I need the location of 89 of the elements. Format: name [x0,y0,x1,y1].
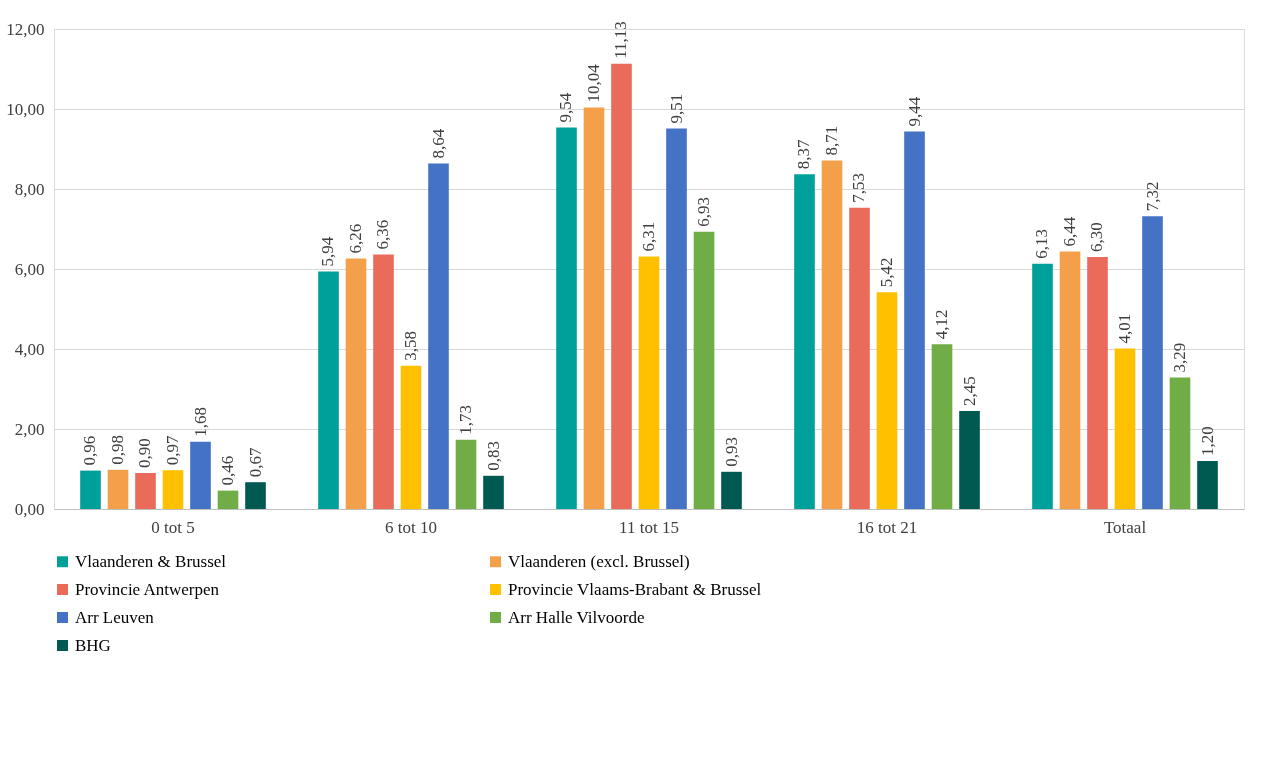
x-tick-label: 6 tot 10 [385,517,437,537]
x-tick-label: 11 tot 15 [619,517,679,537]
data-label: 9,51 [666,93,686,124]
data-label: 1,68 [190,407,210,437]
bar [455,439,477,509]
data-label: 9,54 [556,92,576,123]
bar [107,469,129,509]
bar [794,174,815,509]
x-tick-label: Totaal [1103,517,1147,537]
x-tick-label: 16 tot 21 [856,517,918,537]
bar [556,127,577,509]
bar [345,258,367,509]
bar [666,128,687,509]
data-label: 3,29 [1170,342,1189,373]
data-label: 6,44 [1060,216,1079,247]
bar [904,131,925,509]
bar [318,271,339,509]
data-label: 0,83 [483,441,503,471]
data-label: 0,98 [108,435,127,465]
data-label: 0,97 [163,434,182,466]
bar [1169,377,1191,509]
bar [959,411,980,509]
bar [217,490,239,509]
data-label: 6,93 [694,197,713,227]
data-label: 0,96 [80,435,100,466]
bar [1197,461,1218,509]
y-tick-label: 2,00 [14,419,45,439]
bar [693,231,715,509]
data-label: 8,37 [794,138,814,170]
data-label: 1,20 [1197,426,1217,456]
data-label: 8,71 [822,125,841,156]
legend-label: Provincie Vlaams-Brabant & Brussel [508,579,762,599]
data-label: 4,01 [1115,313,1134,344]
y-tick-label: 12,00 [6,19,45,39]
bar [483,475,504,509]
data-label: 8,64 [428,128,448,159]
bar [1087,257,1108,509]
data-label: 10,04 [584,63,603,103]
data-label: 7,53 [849,173,869,203]
data-label: 3,58 [401,331,420,361]
y-tick-label: 6,00 [14,259,45,279]
data-label: 0,90 [135,438,155,468]
data-label: 11,13 [611,21,631,59]
data-label: 5,42 [877,257,896,288]
bar [1059,251,1081,509]
bar [876,292,898,509]
legend-label: Arr Halle Vilvoorde [508,607,645,627]
bar [162,470,184,509]
bar [849,207,870,509]
data-label: 6,36 [373,219,393,250]
bar [373,254,394,509]
data-label: 9,44 [904,96,924,127]
y-tick-label: 0,00 [14,499,45,519]
data-label: 7,32 [1142,181,1162,212]
data-label: 6,26 [346,223,365,254]
bar [821,160,843,509]
legend-label: Vlaanderen & Brussel [75,551,227,571]
legend-label: BHG [75,635,111,655]
data-label: 6,13 [1032,229,1052,259]
bar [611,63,632,509]
legend-label: Arr Leuven [75,607,155,627]
bar [1032,263,1053,509]
bar [721,471,742,509]
data-label: 4,12 [932,309,951,340]
bar [583,107,605,509]
bar [638,256,660,509]
data-label: 6,30 [1087,222,1107,252]
bar [135,473,156,509]
bar [190,441,211,509]
bar [1114,348,1136,509]
y-tick-label: 10,00 [6,99,45,119]
data-label: 0,46 [218,455,237,486]
bar [80,470,101,509]
data-label: 1,73 [456,405,475,435]
data-label: 2,45 [959,376,979,406]
x-tick-label: 0 tot 5 [151,517,195,537]
legend-label: Vlaanderen (excl. Brussel) [508,551,690,571]
y-tick-label: 4,00 [14,339,45,359]
bar [245,482,266,509]
data-label: 0,67 [245,446,265,478]
data-label: 5,94 [318,236,338,267]
data-label: 0,93 [721,437,741,467]
bar [931,344,953,509]
bar [428,163,449,509]
bar [1142,216,1163,509]
legend-label: Provincie Antwerpen [75,579,220,599]
y-tick-label: 8,00 [14,179,45,199]
data-label: 6,31 [639,221,658,252]
bar [400,365,422,509]
